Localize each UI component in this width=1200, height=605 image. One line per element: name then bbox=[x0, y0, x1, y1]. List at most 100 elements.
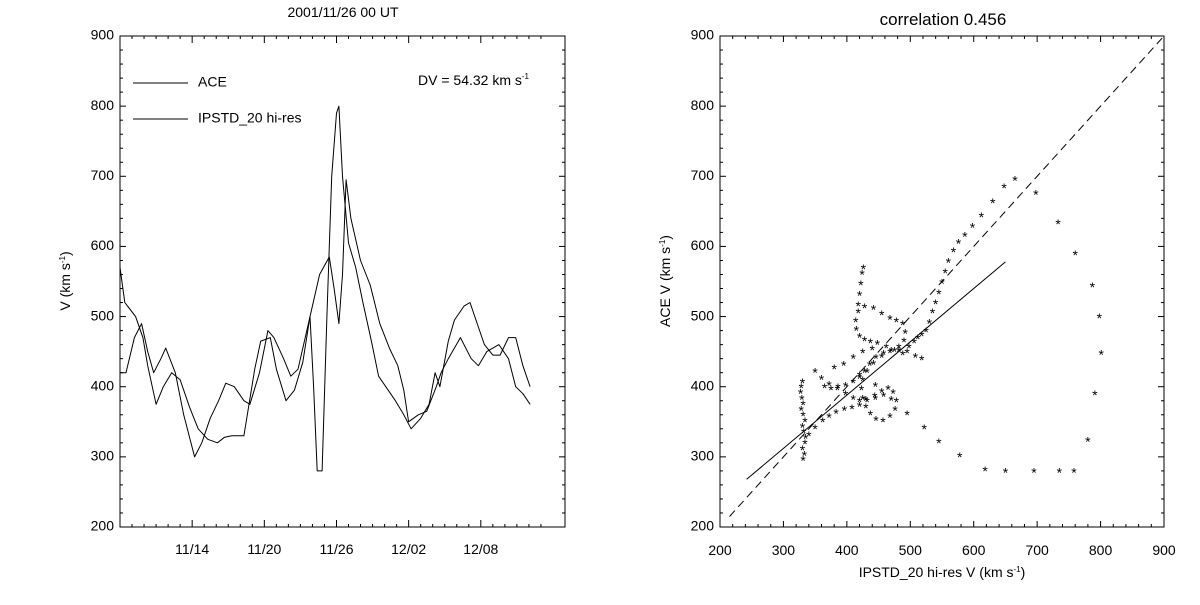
right-y-tick-label: 300 bbox=[691, 448, 715, 464]
scatter-point: * bbox=[831, 361, 837, 377]
scatter-point: * bbox=[872, 389, 878, 405]
scatter-point: * bbox=[858, 277, 864, 293]
scatter-point: * bbox=[1097, 310, 1103, 326]
scatter-point: * bbox=[1098, 346, 1104, 362]
scatter-point: * bbox=[798, 403, 804, 419]
scatter-point: * bbox=[956, 236, 962, 252]
scatter-point: * bbox=[850, 351, 856, 367]
scatter-point: * bbox=[896, 340, 902, 356]
right-scatter-points: **************** * * * * * * * * * * * *************… bbox=[798, 172, 1105, 480]
left-y-tick-label: 900 bbox=[91, 27, 115, 43]
left-y-tick-label: 700 bbox=[91, 167, 115, 183]
legend: ACE IPSTD_20 hi-res bbox=[133, 74, 301, 126]
scatter-point: * bbox=[860, 345, 866, 361]
right-x-tick-label: 500 bbox=[899, 542, 923, 558]
scatter-point: * bbox=[904, 407, 910, 423]
scatter-point: * bbox=[857, 398, 863, 414]
right-y-tick-label: 200 bbox=[691, 518, 715, 534]
scatter-point: * bbox=[879, 384, 885, 400]
scatter-point: * bbox=[894, 394, 900, 410]
scatter-point: * bbox=[890, 386, 896, 402]
scatter-point: * bbox=[841, 358, 847, 374]
scatter-point: * bbox=[863, 400, 869, 416]
scatter-point: * bbox=[862, 365, 868, 381]
scatter-point: * bbox=[873, 391, 879, 407]
scatter-point: * bbox=[859, 266, 865, 282]
scatter-point: * bbox=[802, 436, 808, 452]
scatter-point: * bbox=[880, 414, 886, 430]
left-y-tick-label: 200 bbox=[91, 518, 115, 534]
scatter-point: * bbox=[798, 380, 804, 396]
scatter-point: * bbox=[873, 351, 879, 367]
scatter-point: * bbox=[849, 401, 855, 417]
scatter-point: * bbox=[828, 382, 834, 398]
scatter-point: * bbox=[894, 314, 900, 330]
scatter-point: * bbox=[1092, 387, 1098, 403]
right-y-tick-label: 500 bbox=[691, 307, 715, 323]
scatter-point: * bbox=[1003, 464, 1009, 480]
right-y-axis-ticks: 200 300 400 500 600 700 800 900 bbox=[691, 27, 1164, 534]
right-x-tick-label: 300 bbox=[772, 542, 796, 558]
scatter-point: * bbox=[800, 375, 806, 391]
scatter-point: * bbox=[835, 380, 841, 396]
scatter-point: * bbox=[1071, 464, 1077, 480]
left-time-series-panel: 2001/11/26 00 UT 200 300 400 500 600 700 800 90… bbox=[57, 4, 566, 557]
scatter-point: * bbox=[896, 344, 902, 360]
scatter-point: * bbox=[946, 255, 952, 271]
scatter-point: * bbox=[850, 391, 856, 407]
scatter-point: * bbox=[1033, 187, 1039, 203]
left-plot-frame bbox=[119, 35, 566, 528]
scatter-point: * bbox=[800, 419, 806, 435]
scatter-point: * bbox=[871, 302, 877, 318]
scatter-point: * bbox=[990, 195, 996, 211]
right-y-tick-label: 700 bbox=[691, 167, 715, 183]
right-x-tick-label: 600 bbox=[962, 542, 986, 558]
scatter-point: * bbox=[970, 219, 976, 235]
scatter-point: * bbox=[801, 425, 807, 441]
scatter-point: * bbox=[853, 314, 859, 330]
scatter-point: * bbox=[862, 333, 868, 349]
reference-dashed-line bbox=[729, 35, 1165, 517]
scatter-point: * bbox=[854, 323, 860, 339]
scatter-point: * bbox=[915, 331, 921, 347]
right-plot-frame bbox=[719, 35, 1165, 528]
legend-label-ace: ACE bbox=[198, 74, 227, 90]
scatter-point: * bbox=[862, 300, 868, 316]
scatter-point: * bbox=[857, 330, 863, 346]
scatter-point: * bbox=[892, 403, 898, 419]
scatter-point: * bbox=[1001, 180, 1007, 196]
scatter-point: * bbox=[800, 397, 806, 413]
scatter-point: * bbox=[860, 391, 866, 407]
scatter-point: * bbox=[1085, 433, 1091, 449]
scatter-point: * bbox=[900, 317, 906, 333]
right-y-axis-label: ACE V (km s-1) bbox=[657, 235, 673, 327]
scatter-point: * bbox=[913, 349, 919, 365]
right-x-tick-label: 900 bbox=[1152, 542, 1176, 558]
scatter-point: * bbox=[911, 335, 917, 351]
scatter-point: * bbox=[923, 324, 929, 340]
scatter-point: * bbox=[800, 452, 806, 468]
fit-solid-line bbox=[746, 261, 1006, 480]
scatter-point: * bbox=[835, 382, 841, 398]
left-y-axis-ticks: 200 300 400 500 600 700 800 900 bbox=[91, 27, 565, 534]
scatter-point: * bbox=[873, 412, 879, 428]
right-reference-lines bbox=[729, 35, 1165, 517]
right-y-tick-label: 900 bbox=[691, 27, 715, 43]
scatter-point: * bbox=[859, 382, 865, 398]
scatter-point: * bbox=[857, 394, 863, 410]
scatter-point: * bbox=[864, 394, 870, 410]
scatter-point: * bbox=[887, 410, 893, 426]
scatter-point: * bbox=[927, 316, 933, 332]
left-x-axis-ticks: 11/14 11/20 11/26 12/02 12/08 bbox=[131, 36, 542, 557]
scatter-point: * bbox=[812, 365, 818, 381]
scatter-point: * bbox=[883, 340, 889, 356]
scatter-point: * bbox=[900, 347, 906, 363]
left-y-tick-label: 600 bbox=[91, 237, 115, 253]
scatter-point: * bbox=[919, 328, 925, 344]
scatter-point: * bbox=[1055, 216, 1061, 232]
scatter-point: * bbox=[887, 345, 893, 361]
scatter-point: * bbox=[800, 442, 806, 458]
scatter-point: * bbox=[881, 346, 887, 362]
scatter-point: * bbox=[799, 391, 805, 407]
